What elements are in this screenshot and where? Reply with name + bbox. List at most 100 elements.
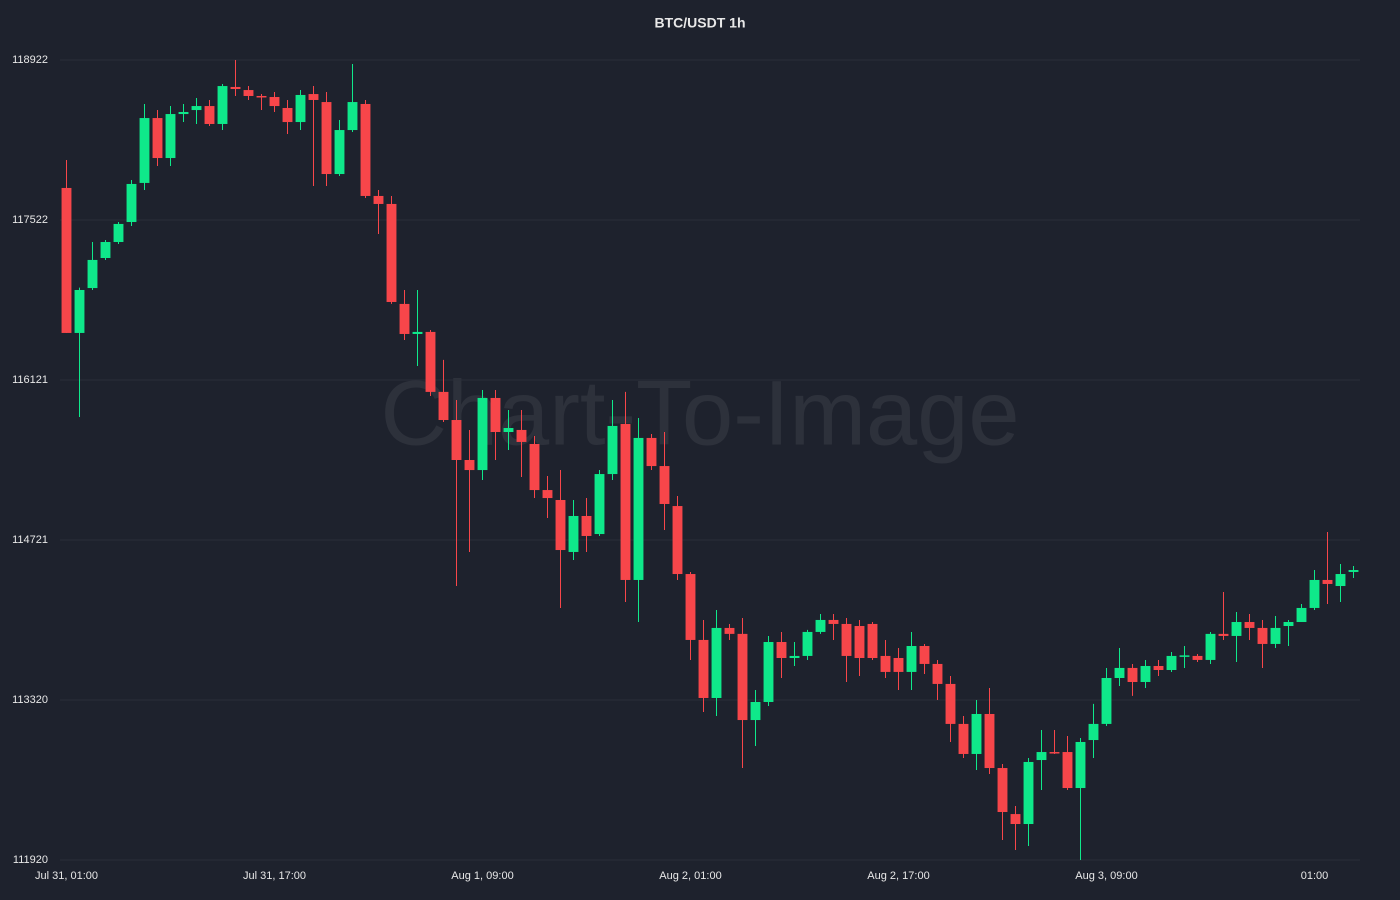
x-tick-label: Jul 31, 17:00 [243, 870, 306, 882]
candle-body [880, 655, 891, 672]
candle-body [516, 429, 527, 442]
candle-body [1218, 633, 1229, 636]
candle-body [256, 95, 267, 98]
candle-body [698, 639, 709, 698]
candle-body [477, 397, 488, 471]
candle-body [841, 623, 852, 656]
candle-body [87, 259, 98, 289]
candle-body [906, 646, 917, 672]
candle-body [1257, 627, 1268, 644]
candle-body [1101, 677, 1112, 724]
candle-body [828, 619, 839, 624]
y-tick-label: 114721 [12, 534, 48, 546]
candle-body [1348, 570, 1359, 572]
candle-body [503, 428, 514, 433]
candle-body [776, 642, 787, 659]
candle-body [1114, 667, 1125, 678]
candle-body [737, 633, 748, 721]
candle-body [607, 425, 618, 475]
candle-body [204, 106, 215, 124]
candle-body [464, 460, 475, 471]
candle-body [984, 713, 995, 769]
candle-body [1023, 761, 1034, 825]
candle-body [1049, 752, 1060, 754]
candle-body [178, 111, 189, 115]
candle-body [126, 183, 137, 223]
candle-body [139, 118, 150, 183]
x-tick-label: 01:00 [1301, 870, 1329, 882]
candle-body [100, 242, 111, 259]
candle-body [321, 102, 332, 175]
candle-body [867, 623, 878, 659]
candle-body [711, 627, 722, 698]
candle-body [594, 474, 605, 535]
candle-body [386, 203, 397, 302]
candle-body [1270, 627, 1281, 644]
candle-body [815, 619, 826, 632]
candle-body [1296, 607, 1307, 623]
candle-body [633, 437, 644, 580]
candle-body [555, 499, 566, 551]
candle-body [1283, 622, 1294, 627]
candle-body [1179, 655, 1190, 657]
candle-body [412, 331, 423, 334]
candle-body [1153, 665, 1164, 670]
candle-body [919, 646, 930, 664]
candle-body [763, 642, 774, 702]
candle-body [399, 303, 410, 334]
y-tick-label: 116121 [12, 374, 48, 386]
x-tick-label: Aug 2, 17:00 [867, 870, 929, 882]
candle-body [1205, 633, 1216, 660]
candle-body [425, 331, 436, 392]
candle-body [1127, 667, 1138, 682]
candle-body [308, 94, 319, 100]
candle-body [997, 768, 1008, 813]
candle-body [1088, 723, 1099, 741]
candle-body [620, 424, 631, 580]
candle-body [217, 86, 228, 124]
candle-body [1244, 622, 1255, 628]
candle-body [724, 627, 735, 634]
y-tick-label: 111920 [13, 854, 48, 866]
candle-body [1166, 655, 1177, 670]
candle-body [61, 187, 72, 333]
candle-body [581, 515, 592, 536]
candle-body [191, 106, 202, 111]
x-tick-label: Aug 3, 09:00 [1075, 870, 1137, 882]
y-tick-label: 118922 [12, 54, 48, 66]
candle-body [165, 114, 176, 159]
candle-body [1062, 752, 1073, 789]
candle-body [971, 713, 982, 754]
candle-body [685, 574, 696, 640]
x-tick-label: Aug 2, 01:00 [659, 870, 721, 882]
candle-body [113, 223, 124, 243]
candle-body [282, 107, 293, 123]
chart-title: BTC/USDT 1h [655, 15, 746, 31]
candle-body [646, 437, 657, 467]
y-tick-label: 113320 [12, 694, 48, 706]
candle-body [1036, 752, 1047, 761]
candle-body [659, 466, 670, 504]
candle-body [1075, 741, 1086, 789]
candle-body [360, 103, 371, 196]
candle-body [152, 118, 163, 159]
candle-body [945, 683, 956, 724]
candle-body [672, 506, 683, 575]
candle-body [230, 86, 241, 90]
candle-body [1140, 665, 1151, 682]
candle-body [958, 723, 969, 754]
candle-body [438, 391, 449, 421]
candle-body [347, 102, 358, 131]
candle-body [529, 444, 540, 491]
candle-body [854, 626, 865, 659]
candle-body [542, 490, 553, 499]
candle-body [1192, 655, 1203, 660]
candle-body [295, 94, 306, 123]
candle-body [568, 515, 579, 552]
candle-body [932, 663, 943, 684]
candle-body [243, 90, 254, 96]
candle-body [490, 397, 501, 433]
